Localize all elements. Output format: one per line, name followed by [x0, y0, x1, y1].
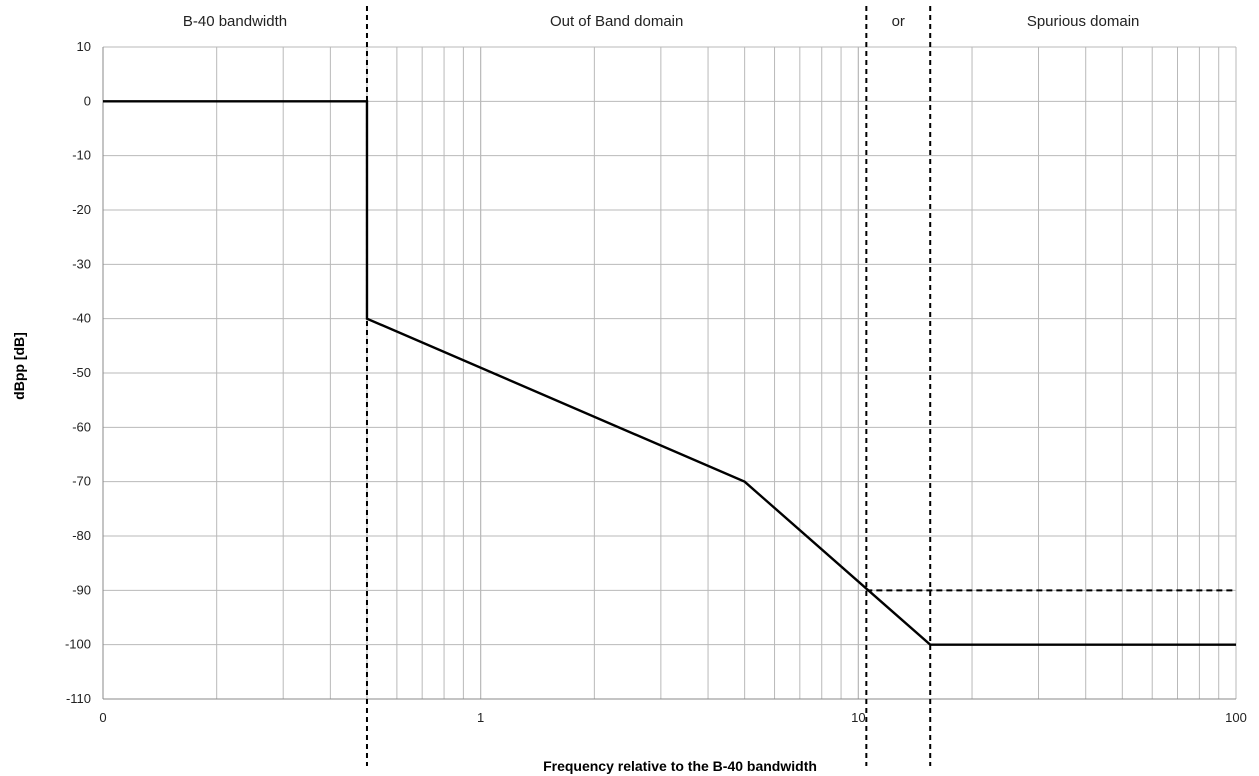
region-labels: B-40 bandwidth Out of Band domain or Spurio…: [183, 13, 1140, 30]
y-tick-label: -100: [65, 637, 91, 652]
y-tick-label: -70: [72, 474, 91, 489]
y-tick-label: -60: [72, 419, 91, 434]
y-tick-label: -20: [72, 202, 91, 217]
y-tick-label: -40: [72, 311, 91, 326]
y-tick-label: 0: [84, 93, 91, 108]
y-tick-label: -90: [72, 582, 91, 597]
y-tick-label: -30: [72, 256, 91, 271]
x-tick-label: 100: [1225, 710, 1247, 725]
region-label: B-40 bandwidth: [183, 13, 287, 30]
grid-lines: [102, 46, 1237, 700]
x-tick-label: 0: [99, 710, 106, 725]
x-axis-title: Frequency relative to the B-40 bandwidth: [543, 758, 817, 774]
y-tick-label: -50: [72, 365, 91, 380]
y-tick-label: -80: [72, 528, 91, 543]
x-tick-label: 1: [477, 710, 484, 725]
mask-line: [103, 100, 1236, 646]
y-axis-title: dBpp [dB]: [11, 332, 27, 400]
region-label: Spurious domain: [1027, 13, 1140, 30]
series-lines: [103, 100, 1236, 646]
y-tick-label: 10: [77, 39, 91, 54]
y-tick-label: -110: [66, 691, 91, 706]
y-tick-label: -10: [72, 148, 91, 163]
x-tick-label: 10: [851, 710, 865, 725]
region-label: Out of Band domain: [550, 13, 683, 30]
region-label: or: [892, 13, 905, 30]
region-boundaries: [365, 6, 932, 766]
